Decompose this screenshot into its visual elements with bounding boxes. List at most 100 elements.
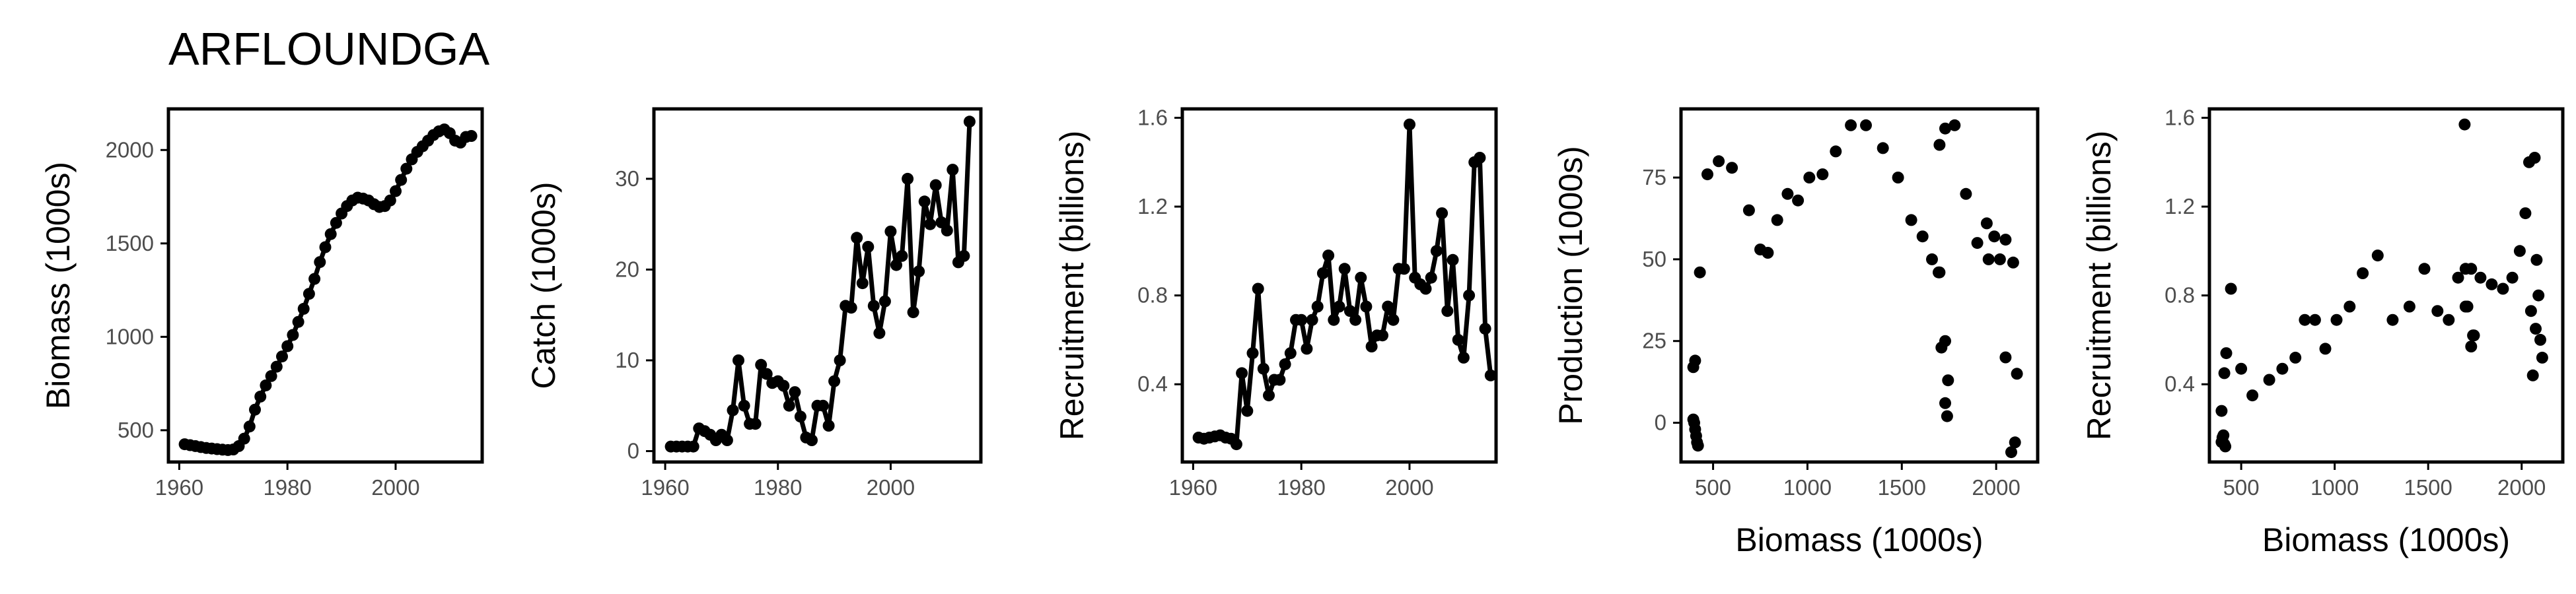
data-point [1993, 253, 2006, 265]
data-point [1273, 374, 1286, 386]
data-point [1425, 271, 1437, 284]
data-point [1905, 214, 1917, 226]
data-point [1333, 300, 1345, 313]
data-point [254, 390, 267, 403]
data-point [1713, 155, 1725, 168]
data-point [1694, 266, 1706, 279]
data-point [260, 379, 272, 391]
data-point [1365, 341, 1378, 352]
data-point [1447, 253, 1459, 266]
data-point [2534, 333, 2546, 346]
data-point [913, 265, 925, 278]
data-point [1999, 234, 2012, 246]
data-point [2011, 368, 2023, 380]
data-point [2005, 446, 2017, 459]
x-tick-label: 2000 [371, 475, 419, 500]
data-point [2474, 271, 2487, 284]
x-tick-label: 1980 [754, 475, 802, 500]
data-point [890, 259, 902, 271]
data-point [2218, 367, 2231, 380]
y-tick-label: 25 [1642, 329, 1666, 353]
panel-3: 1960 1980 2000 0.4 0.8 1.2 1.6 Recruitment (bil… [1054, 105, 1498, 500]
data-point [1999, 351, 2012, 364]
x-tick-label: 1960 [641, 475, 689, 500]
x-axis-label: Biomass (1000s) [1735, 521, 1983, 558]
y-tick-label: 500 [118, 418, 154, 442]
data-point [749, 418, 762, 430]
data-point [947, 164, 959, 176]
data-point [2276, 362, 2289, 375]
data-point [1860, 119, 1872, 131]
data-point [1877, 142, 1889, 154]
data-point [2371, 249, 2384, 262]
x-tick-label: 2000 [867, 475, 915, 500]
data-point [1939, 122, 1951, 135]
data-point [1892, 172, 1904, 183]
data-point [851, 232, 863, 244]
y-tick-label: 20 [615, 257, 639, 281]
data-point [760, 368, 773, 380]
data-point [1935, 341, 1948, 354]
panel-4: 500 1000 1500 2000 0 25 50 75 Production (1000s)… [1552, 107, 2040, 558]
data-point [2461, 300, 2474, 313]
data-point [1241, 405, 1254, 417]
plot-frame [1679, 107, 2040, 464]
figure-title: ARFLOUNDGA [168, 23, 489, 75]
data-point [1988, 230, 2001, 243]
data-point [2299, 314, 2311, 326]
data-point [1398, 263, 1410, 275]
data-point [308, 273, 321, 285]
data-point [1257, 362, 1270, 375]
data-point [2219, 440, 2232, 453]
data-point [1941, 410, 1953, 422]
data-point [907, 306, 919, 319]
data-point [1301, 343, 1313, 355]
panel-1: 1960 1980 2000 500 1000 1500 2000 Biomass (1000… [40, 107, 484, 500]
data-point [884, 225, 897, 238]
data-point [1689, 354, 1701, 367]
y-tick-label: 0.4 [2165, 372, 2195, 396]
data-point [2530, 323, 2542, 335]
data-point [2506, 271, 2519, 284]
data-point [924, 218, 937, 230]
data-point [1726, 162, 1738, 174]
data-point [687, 440, 699, 453]
y-tick-label: 1000 [106, 324, 154, 348]
data-point [856, 277, 869, 290]
data-point [314, 256, 326, 269]
data-point [1452, 333, 1464, 346]
data-point [941, 224, 953, 237]
data-point [2418, 263, 2431, 275]
data-point [1419, 282, 1432, 295]
y-tick-label: 0.8 [2165, 283, 2195, 308]
data-point [319, 241, 332, 253]
data-point [1803, 172, 1816, 183]
data-point [2526, 369, 2539, 381]
data-point [794, 411, 806, 423]
data-point [1360, 300, 1373, 313]
x-tick-label: 500 [2223, 475, 2260, 500]
y-tick-label: 75 [1642, 165, 1666, 189]
data-point [1982, 253, 1995, 265]
data-point [958, 249, 970, 262]
data-point [1349, 314, 1362, 326]
data-point [1284, 347, 1297, 360]
data-point [249, 403, 261, 416]
y-tick-label: 1500 [106, 231, 154, 255]
data-point [1939, 397, 1951, 409]
data-point [1933, 139, 1946, 151]
data-point [902, 172, 914, 185]
data-point [2215, 405, 2228, 417]
x-tick-label: 1000 [2310, 475, 2359, 500]
y-axis-label: Recruitment (billions) [2081, 131, 2118, 441]
data-point [1252, 282, 1264, 295]
data-point [465, 130, 478, 142]
panel-5: 500 1000 1500 2000 0.4 0.8 1.2 1.6 Recruitment (… [2081, 105, 2565, 558]
data-point [2467, 329, 2480, 342]
data-point [2330, 314, 2343, 326]
x-tick-label: 1960 [155, 475, 203, 500]
data-point [1387, 314, 1400, 326]
data-point [281, 340, 294, 352]
y-tick-label: 50 [1642, 247, 1666, 271]
data-point [929, 179, 942, 191]
